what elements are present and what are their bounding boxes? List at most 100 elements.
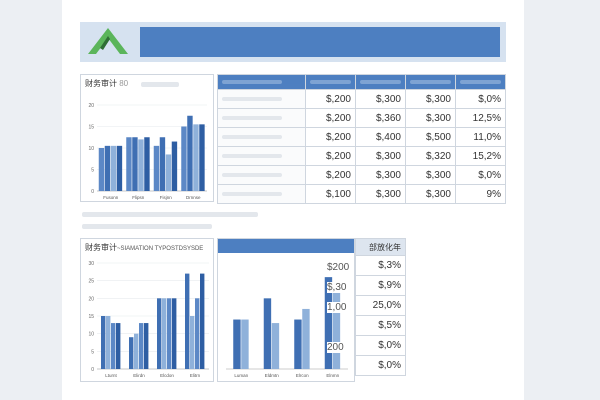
chart-bottom-left: 0 5 10 15 20 25 30 Lturnt Elirdn Elcdon Elitrn xyxy=(88,261,209,378)
x-tick-label: Drnnse xyxy=(186,195,201,200)
table-cell: $,100 xyxy=(305,184,356,204)
table-cell: $,3% xyxy=(355,255,406,276)
y-tick-label: 5 xyxy=(91,349,94,355)
table-row: 200$1,300$,150$,0% xyxy=(355,335,506,356)
text-placeholder xyxy=(82,224,212,229)
table-cell: $,300 xyxy=(405,184,456,204)
y-tick-label: 15 xyxy=(88,314,94,320)
table-cell: $,200 xyxy=(305,89,356,109)
bar xyxy=(195,298,200,369)
row-label-placeholder xyxy=(222,173,282,177)
table-cell xyxy=(217,89,306,109)
bar xyxy=(159,137,166,191)
bar xyxy=(167,298,172,369)
bar xyxy=(104,145,111,191)
table-cell: $,200 xyxy=(305,165,356,185)
y-tick-label: 30 xyxy=(88,261,94,267)
chart-subtitle-placeholder xyxy=(141,82,179,87)
bar xyxy=(116,145,123,191)
y-tick-label: 20 xyxy=(88,103,94,109)
bar xyxy=(144,137,150,191)
chart-bottom-middle: Luman Eldmtn Elrcon Elnmn xyxy=(226,277,348,378)
chart-card-top: 财务审计 80 0 5 10 15 20 Fusonn Flipsn Fisjnn Drnnse xyxy=(80,74,214,202)
left-value: 1,00 xyxy=(327,302,353,313)
bar xyxy=(138,139,144,191)
bar xyxy=(162,298,167,369)
bar xyxy=(106,316,111,369)
bar xyxy=(157,298,162,369)
bar xyxy=(132,137,138,191)
x-tick-label: Eldmtn xyxy=(265,373,280,378)
data-table-bottom: 李国际发展三以之部放化年$200$5,200$,200$,3%$,30$2,00… xyxy=(355,238,506,376)
table-header-cell xyxy=(455,74,506,90)
x-tick-label: Elrcon xyxy=(296,373,309,378)
table-cell: $,0% xyxy=(455,89,506,109)
bar xyxy=(98,148,105,191)
bar xyxy=(171,141,178,191)
chart-top: 0 5 10 15 20 Fusonn Flipsn Fisjnn Drnnse xyxy=(88,103,207,200)
table-cell: $,9% xyxy=(355,275,406,296)
table-cell: $,300 xyxy=(355,184,406,204)
table-cell: $,300 xyxy=(405,165,456,185)
table-cell xyxy=(217,127,306,147)
bar xyxy=(263,298,272,369)
bar xyxy=(294,319,302,369)
bar xyxy=(126,137,132,191)
y-tick-label: 25 xyxy=(88,279,94,285)
row-label-placeholder xyxy=(222,97,282,101)
x-tick-label: Luman xyxy=(234,373,248,378)
bar xyxy=(181,126,187,191)
row-label-placeholder xyxy=(222,135,282,139)
table-cell xyxy=(217,146,306,166)
table-cell: $,300 xyxy=(355,165,406,185)
x-tick-label: Lturnt xyxy=(105,373,117,378)
table-row: $200$5,200$,200$,3% xyxy=(355,255,506,276)
row-label-placeholder xyxy=(222,192,282,196)
x-tick-label: Fisjnn xyxy=(160,195,173,200)
table-row: $,200 $,360 $,300 12,5% xyxy=(217,108,506,128)
table-row: $,100 $,300 $,300 9% xyxy=(217,184,506,204)
table-cell: $,300 xyxy=(405,108,456,128)
table-header-cell xyxy=(355,74,406,90)
bar xyxy=(302,308,310,369)
bar xyxy=(165,154,172,191)
table-cell: $,200 xyxy=(305,146,356,166)
row-label-placeholder xyxy=(222,154,282,158)
table-row: 5,0001,600$,5% xyxy=(355,315,506,336)
bar xyxy=(199,124,205,191)
chart-title: 财务审计~SIAMATION TYPOSTDSYSDE xyxy=(85,242,203,253)
table-row: $,200 $,300 $,300 $,0% xyxy=(217,89,506,109)
left-value: $,30 xyxy=(327,282,353,293)
bar xyxy=(110,145,117,191)
table-header-cell xyxy=(305,74,356,90)
bar xyxy=(332,284,341,369)
row-label-placeholder xyxy=(222,116,282,120)
y-tick-label: 15 xyxy=(88,125,94,131)
table-cell xyxy=(217,165,306,185)
bar xyxy=(187,115,193,191)
chart-title: 财务审计 80 xyxy=(85,78,128,89)
table-row: $,200 $,300 $,300 $,0% xyxy=(217,165,506,185)
table-header-cell xyxy=(405,74,456,90)
table-header-row: 李国际发展三以之部放化年 xyxy=(355,238,506,256)
chart-title-text: 财务审计 xyxy=(85,243,117,252)
table-cell: $,0% xyxy=(355,355,406,376)
table-cell: $,0% xyxy=(355,335,406,356)
x-tick-label: Elcdon xyxy=(160,373,174,378)
table-row: $,30$2,000$,300$,9% xyxy=(355,275,506,296)
bar xyxy=(111,323,116,369)
report-title-bar xyxy=(140,27,500,57)
table-cell: 15,2% xyxy=(455,146,506,166)
bar xyxy=(271,323,280,369)
bar xyxy=(101,316,106,369)
bar xyxy=(129,337,134,369)
table-cell: 11,0% xyxy=(455,127,506,147)
bar xyxy=(190,316,195,369)
table-cell: $,320 xyxy=(405,146,456,166)
bar xyxy=(241,319,249,369)
table-cell: 25,0% xyxy=(355,295,406,316)
table-cell xyxy=(217,184,306,204)
table-cell: $,300 xyxy=(355,146,406,166)
table-cell: $,200 xyxy=(305,127,356,147)
bar xyxy=(200,273,205,369)
